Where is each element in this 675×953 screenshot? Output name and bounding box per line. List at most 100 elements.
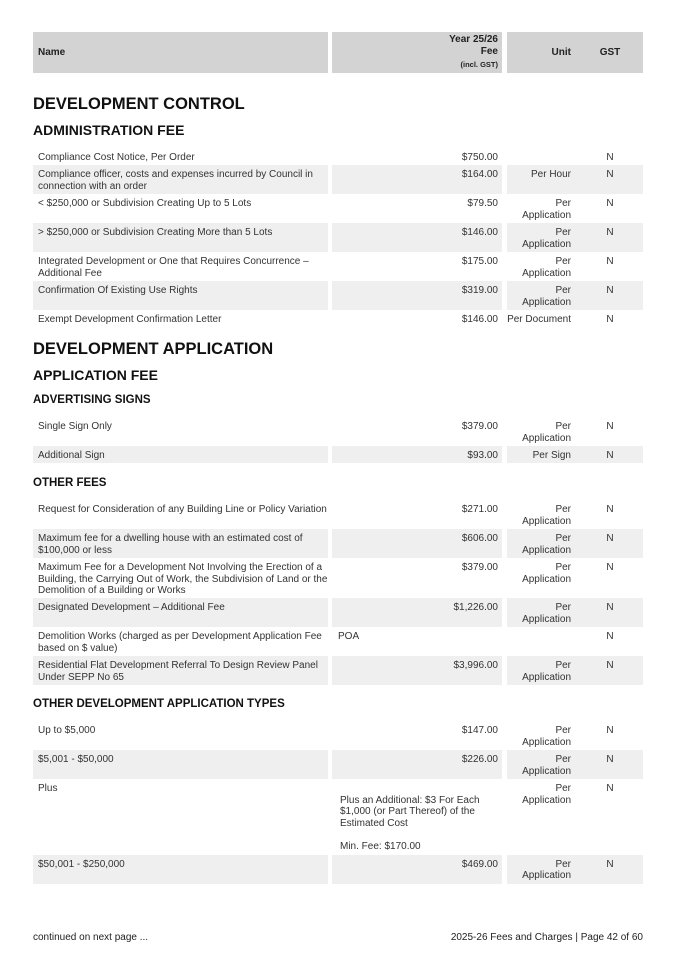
- section-heading: DEVELOPMENT APPLICATION: [33, 339, 274, 358]
- fee-name: < $250,000 or Subdivision Creating Up to…: [38, 198, 252, 210]
- fee-name: Maximum fee for a dwelling house with an…: [33, 528, 328, 558]
- table-row: Maximum Fee for a Development Not Involv…: [33, 558, 643, 599]
- gst-flag: N: [606, 561, 614, 573]
- fee-amount: $750.00: [461, 152, 498, 163]
- fee-amount: $175.00: [461, 255, 498, 267]
- header-gst: GST: [583, 32, 643, 73]
- fee-unit: [507, 148, 583, 165]
- fee-unit: Per Application: [507, 223, 583, 252]
- gst-flag: N: [583, 223, 643, 252]
- fee-name: Additional Sign: [33, 445, 328, 464]
- table-row: Residential Flat Development Referral To…: [33, 656, 643, 686]
- fee-name: $50,001 - $250,000: [33, 854, 328, 884]
- fee-table: Up to $5,000 $147.00 Per Application N $5,00…: [33, 721, 643, 884]
- fee-schedule: Name Year 25/26 Fee (incl. GST) Unit GST…: [33, 32, 643, 884]
- fee-amount: $3,996.00: [332, 656, 502, 686]
- fee-name: Request for Consideration of any Buildin…: [38, 504, 327, 516]
- section-heading: OTHER DEVELOPMENT APPLICATION TYPES: [33, 698, 285, 711]
- fee-amount: $319.00: [332, 280, 502, 310]
- fee-name: Up to $5,000: [38, 725, 96, 737]
- section-heading: OTHER FEES: [33, 477, 107, 490]
- gst-flag: N: [583, 528, 643, 558]
- gst-flag: N: [583, 165, 643, 195]
- section-heading: APPLICATION FEE: [33, 366, 158, 383]
- fee-amount: $271.00: [461, 504, 498, 516]
- fee-amount: $164.00: [332, 165, 502, 195]
- table-row: > $250,000 or Subdivision Creating More …: [33, 223, 643, 252]
- table-row: Demolition Works (charged as per Develop…: [33, 627, 643, 656]
- fee-unit: Per Application: [522, 725, 571, 748]
- fee-name: Exempt Development Confirmation Letter: [38, 313, 222, 325]
- gst-flag: N: [606, 152, 614, 163]
- table-row: Integrated Development or One that Requi…: [33, 252, 643, 281]
- fee-unit: Per Application: [507, 280, 583, 310]
- fee-name: Plus: [38, 783, 58, 794]
- fee-name: $5,001 - $50,000: [33, 750, 328, 779]
- fee-name: Compliance Cost Notice, Per Order: [38, 152, 195, 163]
- section-heading: DEVELOPMENT CONTROL: [33, 95, 245, 113]
- gst-flag: N: [583, 750, 643, 779]
- fee-name: Compliance officer, costs and expenses i…: [33, 165, 328, 195]
- fee-note: Plus an Additional: $3 For Each $1,000 (…: [338, 795, 498, 854]
- table-row: Plus Plus an Additional: $3 For Each $1,0…: [33, 779, 643, 855]
- table-row: Exempt Development Confirmation Letter $1…: [33, 310, 643, 327]
- table-header: Name Year 25/26 Fee (incl. GST) Unit GST: [33, 32, 643, 73]
- fee-unit: [507, 627, 583, 656]
- gst-flag: N: [583, 854, 643, 884]
- header-fee-label: Fee: [480, 46, 498, 58]
- fee-table: Request for Consideration of any Buildin…: [33, 500, 643, 686]
- fee-name: Confirmation Of Existing Use Rights: [33, 280, 328, 310]
- table-row: Compliance Cost Notice, Per Order $750.00…: [33, 148, 643, 165]
- gst-flag: N: [606, 198, 614, 210]
- fee-name: Single Sign Only: [38, 420, 112, 432]
- gst-flag: N: [583, 280, 643, 310]
- table-row: Request for Consideration of any Buildin…: [33, 500, 643, 529]
- table-row: $50,001 - $250,000 $469.00 Per Application…: [33, 854, 643, 884]
- fee-name: Demolition Works (charged as per Develop…: [38, 631, 322, 655]
- fee-amount: POA: [338, 631, 360, 643]
- fee-amount: $79.50: [467, 198, 498, 210]
- fee-amount: $469.00: [332, 854, 502, 884]
- fee-unit: Per Application: [522, 420, 571, 444]
- header-fee-gst-note: (incl. GST): [460, 59, 499, 69]
- table-row: $5,001 - $50,000 $226.00 Per Application N: [33, 750, 643, 779]
- fee-unit: Per Application: [522, 504, 571, 527]
- fee-unit: Per Application: [522, 198, 571, 221]
- fee-unit: Per Application: [507, 528, 583, 558]
- fee-unit: Per Document: [507, 313, 571, 325]
- fee-amount: $1,226.00: [332, 598, 502, 628]
- table-row: Up to $5,000 $147.00 Per Application N: [33, 721, 643, 750]
- fee-amount: $93.00: [332, 445, 502, 464]
- table-row: Maximum fee for a dwelling house with an…: [33, 528, 643, 558]
- fee-unit: Per Application: [507, 656, 583, 686]
- fee-amount: $379.00: [461, 561, 498, 573]
- fee-unit: Per Application: [522, 561, 571, 585]
- gst-flag: N: [606, 255, 614, 267]
- table-row: Additional Sign $93.00 Per Sign N: [33, 445, 643, 464]
- fee-name: Integrated Development or One that Requi…: [38, 255, 309, 279]
- header-name: Name: [33, 32, 328, 73]
- fee-sections: DEVELOPMENT CONTROL ADMINISTRATION FEE Com…: [33, 94, 643, 884]
- fee-unit: Per Application: [522, 783, 571, 806]
- gst-flag: N: [583, 445, 643, 464]
- gst-flag: N: [583, 656, 643, 686]
- table-row: Single Sign Only $379.00 Per Application N: [33, 417, 643, 446]
- gst-flag: N: [583, 598, 643, 628]
- fee-amount: $606.00: [332, 528, 502, 558]
- header-unit: Unit: [507, 32, 583, 73]
- page-footer: continued on next page ... 2025-26 Fees …: [33, 932, 643, 943]
- gst-flag: N: [606, 725, 614, 737]
- fee-unit: Per Application: [507, 598, 583, 628]
- fee-unit: Per Sign: [507, 445, 583, 464]
- section-heading: ADMINISTRATION FEE: [33, 122, 185, 138]
- fee-table: Single Sign Only $379.00 Per Application N A…: [33, 417, 643, 464]
- fee-unit: Per Application: [522, 255, 571, 279]
- fee-name: Residential Flat Development Referral To…: [33, 656, 328, 686]
- fee-name: Maximum Fee for a Development Not Involv…: [38, 561, 328, 597]
- fee-unit: Per Application: [507, 854, 583, 884]
- page-number: 2025-26 Fees and Charges | Page 42 of 60: [450, 932, 643, 943]
- gst-flag: N: [606, 504, 614, 516]
- fee-amount: $147.00: [461, 725, 498, 737]
- header-fee: Year 25/26 Fee (incl. GST): [332, 32, 502, 73]
- table-row: Compliance officer, costs and expenses i…: [33, 165, 643, 195]
